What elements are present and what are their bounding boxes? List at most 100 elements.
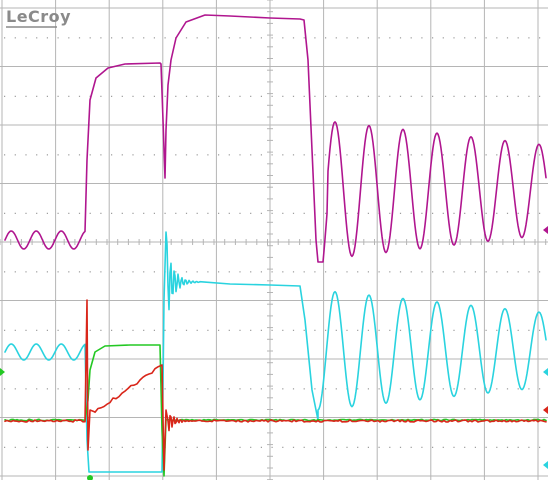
- grid-dot: [507, 213, 508, 214]
- grid-dot: [464, 37, 465, 38]
- grid-dot: [154, 37, 155, 38]
- grid-dot: [314, 271, 315, 272]
- grid-dot: [218, 271, 219, 272]
- grid-dot: [207, 213, 208, 214]
- grid-dot: [528, 96, 529, 97]
- grid-dot: [539, 330, 540, 331]
- grid-dot: [453, 388, 454, 389]
- grid-dot: [229, 388, 230, 389]
- grid-dot: [4, 271, 5, 272]
- grid-dot: [357, 154, 358, 155]
- grid-dot: [421, 37, 422, 38]
- grid-dot: [453, 447, 454, 448]
- grid-dot: [261, 154, 262, 155]
- grid-dot: [293, 388, 294, 389]
- grid-dot: [218, 213, 219, 214]
- grid-dot: [368, 447, 369, 448]
- grid-dot: [25, 330, 26, 331]
- grid-dot: [197, 37, 198, 38]
- grid-dot: [25, 447, 26, 448]
- grid-dot: [528, 154, 529, 155]
- grid-dot: [111, 271, 112, 272]
- grid-dot: [47, 37, 48, 38]
- grid-dot: [218, 388, 219, 389]
- grid-dot: [143, 96, 144, 97]
- grid-dot: [197, 213, 198, 214]
- grid-dot: [186, 37, 187, 38]
- grid-dot: [132, 447, 133, 448]
- grid-dot: [507, 154, 508, 155]
- grid-dot: [507, 37, 508, 38]
- grid-dot: [453, 213, 454, 214]
- grid-dot: [261, 330, 262, 331]
- grid-dot: [186, 330, 187, 331]
- grid-dot: [218, 330, 219, 331]
- grid-dot: [539, 213, 540, 214]
- grid-dot: [58, 154, 59, 155]
- grid-dot: [250, 388, 251, 389]
- grid-dot: [443, 388, 444, 389]
- grid-dot: [47, 330, 48, 331]
- grid-dot: [239, 388, 240, 389]
- grid-dot: [132, 388, 133, 389]
- grid-dot: [175, 388, 176, 389]
- grid-dot: [100, 154, 101, 155]
- grid-dot: [304, 271, 305, 272]
- grid-dot: [261, 447, 262, 448]
- grid-dot: [100, 271, 101, 272]
- grid-dot: [379, 154, 380, 155]
- grid-dot: [282, 447, 283, 448]
- grid-dot: [207, 154, 208, 155]
- grid-dot: [496, 213, 497, 214]
- grid-dot: [464, 154, 465, 155]
- grid-dot: [368, 96, 369, 97]
- grid-dot: [272, 154, 273, 155]
- grid-dot: [507, 330, 508, 331]
- grid-dot: [250, 96, 251, 97]
- grid-dot: [453, 37, 454, 38]
- grid-dot: [496, 330, 497, 331]
- grid-dot: [325, 154, 326, 155]
- grid-dot: [90, 330, 91, 331]
- grid-dot: [175, 330, 176, 331]
- grid-dot: [90, 271, 91, 272]
- grid-dot: [229, 96, 230, 97]
- grid-dot: [379, 271, 380, 272]
- grid-dot: [186, 447, 187, 448]
- grid-dot: [443, 96, 444, 97]
- grid-dot: [325, 213, 326, 214]
- grid-dot: [154, 96, 155, 97]
- grid-dot: [486, 37, 487, 38]
- grid-dot: [36, 271, 37, 272]
- grid-dot: [90, 37, 91, 38]
- grid-dot: [357, 37, 358, 38]
- grid-dot: [421, 388, 422, 389]
- grid-dot: [475, 388, 476, 389]
- grid-dot: [207, 96, 208, 97]
- grid-dot: [518, 213, 519, 214]
- grid-dot: [293, 447, 294, 448]
- grid-dot: [518, 388, 519, 389]
- grid-dot: [432, 96, 433, 97]
- grid-dot: [4, 330, 5, 331]
- grid-dot: [357, 271, 358, 272]
- grid-dot: [186, 271, 187, 272]
- grid-dot: [507, 447, 508, 448]
- grid-dot: [58, 271, 59, 272]
- grid-dot: [336, 388, 337, 389]
- grid-dot: [207, 388, 208, 389]
- grid-dot: [186, 388, 187, 389]
- grid-dot: [68, 271, 69, 272]
- grid-dot: [36, 154, 37, 155]
- grid-dot: [432, 213, 433, 214]
- grid-dot: [143, 154, 144, 155]
- grid-dot: [528, 388, 529, 389]
- grid-dot: [336, 271, 337, 272]
- grid-dot: [132, 37, 133, 38]
- grid-dot: [218, 447, 219, 448]
- grid-dot: [400, 213, 401, 214]
- grid-dot: [475, 271, 476, 272]
- grid-dot: [304, 388, 305, 389]
- grid-dot: [400, 447, 401, 448]
- grid-dot: [486, 96, 487, 97]
